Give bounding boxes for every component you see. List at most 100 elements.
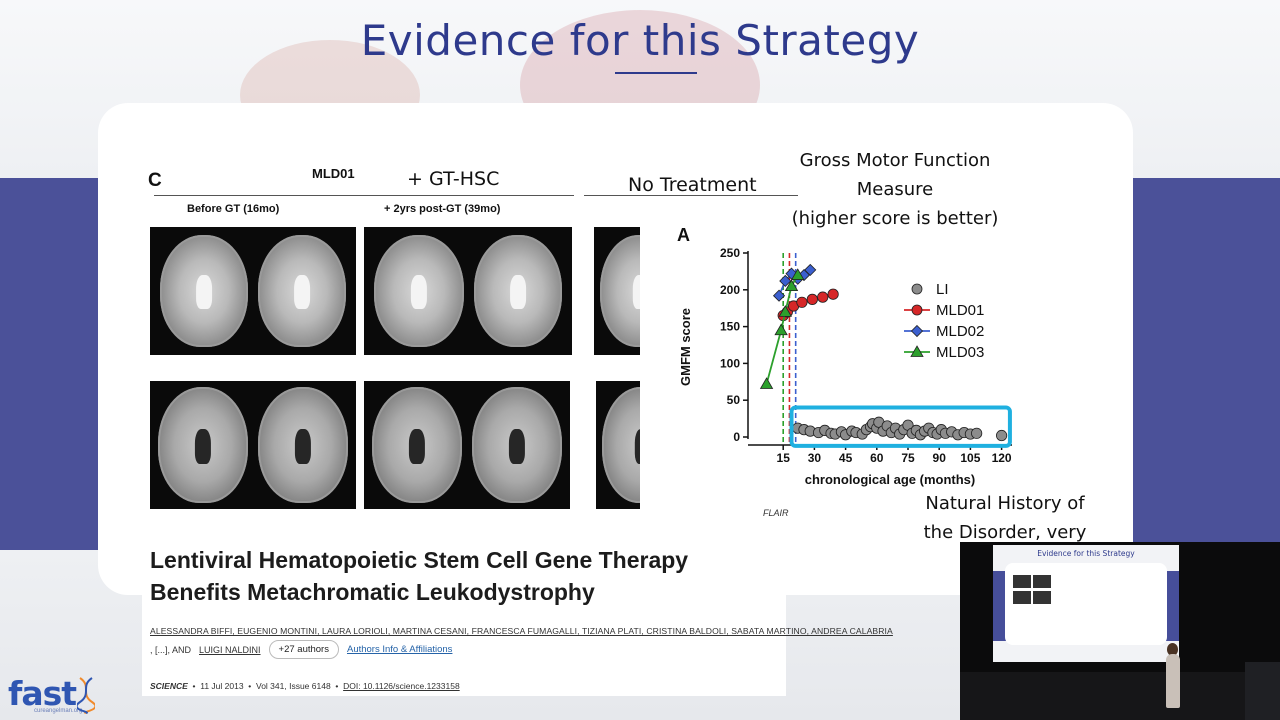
data-point xyxy=(817,291,829,303)
dna-helix-icon xyxy=(77,677,95,714)
brain-scan xyxy=(160,235,248,347)
legend-item: MLD02 xyxy=(904,323,984,340)
series-li xyxy=(792,416,1008,442)
meta-separator: • xyxy=(333,681,344,691)
article-title-line: Lentiviral Hematopoietic Stem Cell Gene … xyxy=(150,547,689,573)
mri-image-after-flair xyxy=(364,381,570,509)
mri-image-before-flair xyxy=(150,381,356,509)
fast-logo: fast xyxy=(8,674,77,713)
data-point xyxy=(804,263,817,276)
data-point xyxy=(772,289,786,302)
ventricle xyxy=(632,275,640,309)
x-axis-label: chronological age (months) xyxy=(805,472,975,487)
data-point xyxy=(774,323,788,336)
ventricle xyxy=(196,275,212,309)
header-rule xyxy=(584,195,798,196)
natural-history-line: the Disorder, very xyxy=(923,522,1087,543)
brain-scan xyxy=(602,387,640,503)
natural-history-annotation: Natural History of the Disorder, very lo xyxy=(905,489,1105,576)
meta-separator: • xyxy=(245,681,256,691)
y-tick-label: 0 xyxy=(733,430,740,444)
last-author-link[interactable]: LUIGI NALDINI xyxy=(199,644,261,655)
flair-label: FLAIR xyxy=(763,508,789,518)
journal-name: SCIENCE xyxy=(150,681,188,691)
gmfm-chart: A 0 50 100 150 200 250 15 30 45 60 75 90 105 120 LI ML… xyxy=(677,225,1012,487)
caption-before-gt: Before GT (16mo) xyxy=(187,203,280,215)
ventricle xyxy=(194,428,212,464)
y-tick-label: 250 xyxy=(720,246,740,260)
treated-overlay-label: + GT-HSC xyxy=(407,168,500,190)
mri-panel-letter: C xyxy=(148,170,162,191)
gmfm-annotation: Gross Motor Function Measure (higher sco… xyxy=(770,146,1020,233)
chart-panel-letter: A xyxy=(677,225,690,245)
article-date: 11 Jul 2013 xyxy=(200,681,244,691)
x-tick-label: 15 xyxy=(777,451,791,465)
x-tick-label: 105 xyxy=(960,451,980,465)
data-point xyxy=(806,293,818,305)
article-title-line: Benefits Metachromatic Leukodystrophy xyxy=(150,579,595,605)
x-tick-label: 75 xyxy=(901,451,915,465)
legend-label: MLD02 xyxy=(936,323,984,340)
brain-scan xyxy=(600,235,640,347)
gmfm-annotation-line: (higher score is better) xyxy=(791,208,999,229)
mri-image-untreated-t2 xyxy=(594,227,640,355)
more-authors-button[interactable]: +27 authors xyxy=(268,640,339,659)
natural-history-highlight xyxy=(789,405,1012,448)
mri-patient-label: MLD01 xyxy=(312,166,355,181)
projector-mri-thumb xyxy=(1013,575,1031,588)
x-tick-label: 120 xyxy=(992,451,1012,465)
data-point xyxy=(827,288,839,300)
legend-marker xyxy=(910,324,924,338)
mri-image-before-t2 xyxy=(150,227,356,355)
authors-ellipsis: , [...], AND xyxy=(150,644,192,655)
gmfm-annotation-line: Measure xyxy=(856,179,934,200)
legend-marker xyxy=(910,345,924,357)
x-tick-label: 30 xyxy=(808,451,822,465)
legend-label: LI xyxy=(936,281,949,298)
article-authors[interactable]: ALESSANDRA BIFFI, EUGENIO MONTINI, LAURA… xyxy=(150,626,893,636)
projector-screen: Evidence for this Strategy xyxy=(993,545,1179,662)
brain-scan xyxy=(474,235,562,347)
doi-link[interactable]: DOI: 10.1126/science.1233158 xyxy=(343,681,460,691)
meta-separator: • xyxy=(190,681,201,691)
caption-post-gt: + 2yrs post-GT (39mo) xyxy=(384,203,501,215)
projector-mri-thumb xyxy=(1013,591,1031,604)
legend-marker xyxy=(911,304,923,316)
ventricle xyxy=(410,275,428,309)
projector-card xyxy=(1005,563,1167,645)
y-tick-label: 150 xyxy=(720,320,740,334)
podium xyxy=(1245,662,1280,720)
legend-item: MLD01 xyxy=(904,302,984,319)
article-title: Lentiviral Hematopoietic Stem Cell Gene … xyxy=(150,544,770,608)
natural-history-line: Natural History of xyxy=(925,493,1085,514)
article-citation: Lentiviral Hematopoietic Stem Cell Gene … xyxy=(142,532,893,696)
brain-scan xyxy=(258,387,348,503)
affiliations-link[interactable]: Authors Info & Affiliations xyxy=(346,644,453,655)
brain-scan xyxy=(258,235,346,347)
legend-label: MLD03 xyxy=(936,344,984,361)
x-tick-label: 90 xyxy=(933,451,947,465)
stage-floor xyxy=(960,672,1280,720)
data-point xyxy=(784,279,799,292)
brain-scan xyxy=(158,387,248,503)
gmfm-annotation-line: Gross Motor Function xyxy=(799,150,991,171)
untreated-overlay-label: No Treatment xyxy=(628,174,757,196)
y-axis-label: GMFM score xyxy=(678,308,693,386)
data-point xyxy=(796,296,808,308)
ventricle xyxy=(294,428,312,464)
article-meta: SCIENCE • 11 Jul 2013 • Vol 341, Issue 6… xyxy=(150,681,460,691)
article-volume: Vol 341, Issue 6148 xyxy=(256,681,331,691)
projector-mri-thumb xyxy=(1033,591,1051,604)
legend-item: LI xyxy=(911,281,949,298)
data-point xyxy=(778,305,792,317)
chart-series xyxy=(759,263,1008,442)
data-point xyxy=(779,274,792,288)
x-tick-label: 60 xyxy=(870,451,884,465)
y-tick-label: 50 xyxy=(727,393,741,407)
title-underline xyxy=(615,72,697,74)
speaker-video-inset: Evidence for this Strategy xyxy=(960,542,1280,720)
article-authors-more: , [...], AND LUIGI NALDINI +27 authors A… xyxy=(150,640,452,659)
legend-item: MLD03 xyxy=(904,344,984,361)
data-point xyxy=(971,427,983,439)
